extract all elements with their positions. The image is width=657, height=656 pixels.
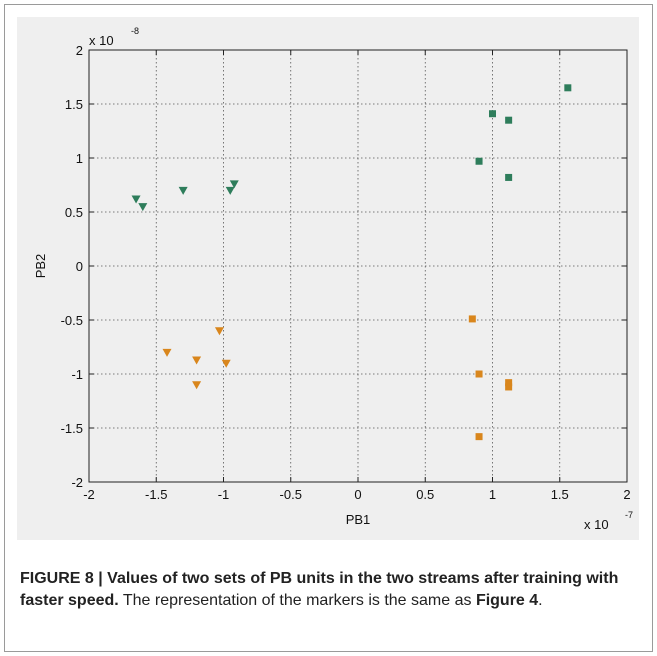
square-marker — [505, 173, 513, 181]
x-tick-label: -2 — [83, 487, 95, 502]
x-tick-label: 0 — [354, 487, 361, 502]
square-marker — [505, 383, 513, 391]
triangle-marker — [221, 359, 231, 368]
caption-text: The representation of the markers is the… — [118, 592, 476, 609]
triangle-marker — [229, 180, 239, 189]
figure-frame — [4, 4, 653, 652]
x-exponent-base: x 10 — [584, 517, 609, 532]
square-marker — [505, 116, 513, 124]
y-exponent-base: x 10 — [89, 33, 114, 48]
x-tick-label: -1 — [218, 487, 230, 502]
scatter-chart: -2 -1.5 -1 -0.5 0 0.5 1 1.5 2 -2 -1.5 -1 -0.5 0 0.5 1 1.… — [33, 26, 633, 532]
y-tick-label: -2 — [71, 475, 83, 490]
y-tick-label: 1.5 — [65, 97, 83, 112]
square-marker — [468, 315, 476, 323]
square-marker — [489, 110, 496, 118]
y-tick-label: -1 — [71, 367, 83, 382]
triangle-marker — [225, 186, 235, 195]
x-tick-label: 1 — [489, 487, 496, 502]
y-exponent-power: -8 — [131, 26, 139, 36]
square-marker — [564, 84, 572, 92]
grid-layer — [89, 50, 627, 482]
caption-figure-ref: Figure 4 — [475, 592, 539, 609]
triangle-marker — [178, 186, 188, 195]
y-tick-label: 2 — [76, 43, 83, 58]
square-marker — [475, 157, 483, 165]
y-tick-label: 0 — [76, 259, 83, 274]
triangle-marker — [214, 327, 224, 336]
y-tick-label: 0.5 — [65, 205, 83, 220]
x-tick-label: -0.5 — [280, 487, 302, 502]
x-tick-label: 1.5 — [551, 487, 569, 502]
x-exponent-power: -7 — [625, 510, 633, 520]
x-tick-label: 0.5 — [416, 487, 434, 502]
x-tick-label: -1.5 — [145, 487, 167, 502]
square-marker — [475, 433, 483, 441]
plot-panel: -2 -1.5 -1 -0.5 0 0.5 1 1.5 2 -2 -1.5 -1 -0.5 0 0.5 1 1.… — [17, 17, 639, 540]
triangle-marker — [192, 381, 202, 390]
tick-layer: -2 -1.5 -1 -0.5 0 0.5 1 1.5 2 -2 -1.5 -1 -0.5 0 0.5 1 1.… — [61, 43, 631, 502]
x-tick-label: 2 — [623, 487, 630, 502]
triangle-marker — [131, 195, 141, 204]
triangle-marker — [192, 356, 202, 365]
plot-area — [88, 49, 628, 483]
square-marker — [505, 379, 513, 387]
y-tick-label: 1 — [76, 151, 83, 166]
triangle-marker — [138, 203, 148, 212]
triangle-marker — [162, 348, 172, 357]
caption-label: FIGURE 8 | Values of two sets of PB unit… — [20, 570, 619, 609]
y-axis-label: PB2 — [33, 254, 48, 279]
point-layer — [131, 84, 572, 441]
y-tick-label: -0.5 — [61, 313, 83, 328]
figure-caption: FIGURE 8 | Values of two sets of PB unit… — [20, 568, 640, 612]
y-tick-label: -1.5 — [61, 421, 83, 436]
caption-end: . — [538, 592, 543, 609]
x-axis-label: PB1 — [346, 512, 371, 527]
square-marker — [475, 370, 483, 378]
